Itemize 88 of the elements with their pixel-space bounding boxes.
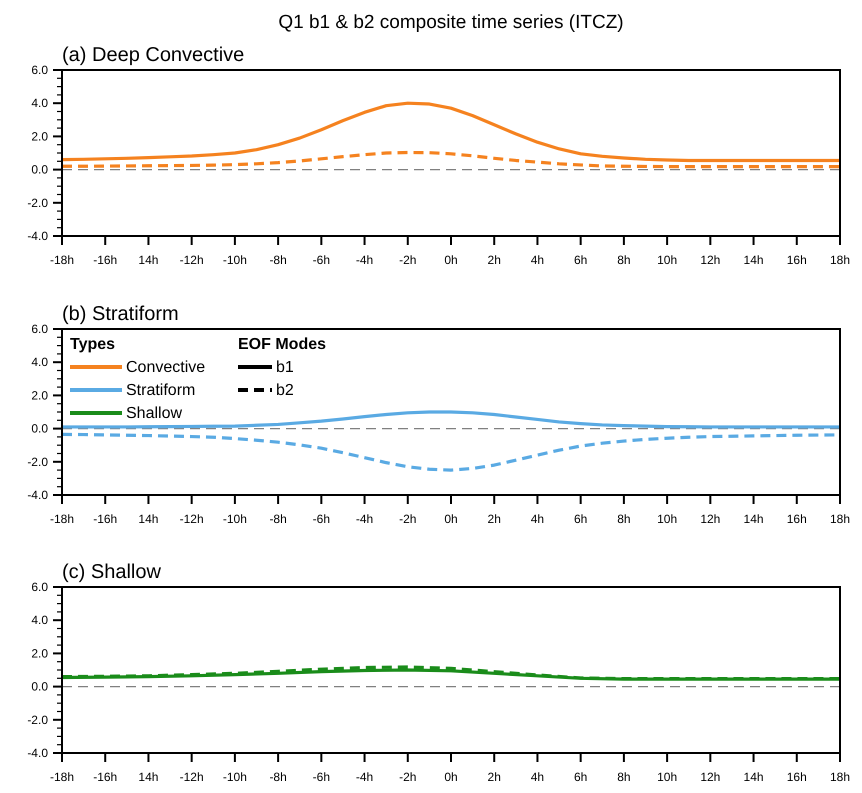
x-tick-label: 18h: [830, 253, 850, 267]
x-tick-label: 16h: [786, 512, 807, 526]
y-tick-label: -4.0: [27, 229, 48, 243]
y-tick-label: -4.0: [27, 488, 48, 502]
chart-subtitle: (a) Deep Convective: [62, 44, 244, 66]
x-tick-label: -6h: [312, 253, 330, 267]
annotation: Shallow: [126, 405, 182, 422]
x-tick-label: 8h: [617, 770, 631, 784]
y-tick-label: -2.0: [27, 196, 48, 210]
x-tick-label: -8h: [269, 512, 287, 526]
x-tick-label: 12h: [700, 512, 720, 526]
x-tick-label: 14h: [744, 512, 764, 526]
x-tick-label: 0h: [444, 512, 458, 526]
x-tick-label: 14h: [138, 253, 158, 267]
x-tick-label: -6h: [312, 512, 330, 526]
annotation: Types: [70, 336, 116, 353]
x-tick-label: 2h: [488, 512, 501, 526]
x-tick-label: -4h: [356, 770, 374, 784]
line-series: [60, 102, 842, 162]
x-tick-label: 4h: [530, 512, 544, 526]
annotation: b1: [276, 359, 294, 376]
x-tick-label: 8h: [617, 253, 631, 267]
x-tick-label: 10h: [657, 253, 678, 267]
x-tick-label: 2h: [488, 253, 501, 267]
y-tick-label: 2.0: [31, 646, 48, 660]
x-tick-label: -18h: [50, 512, 74, 526]
x-tick-label: 12h: [700, 770, 720, 784]
y-tick-label: 6.0: [31, 63, 48, 77]
y-tick-label: 0.0: [31, 422, 48, 436]
x-tick-label: -4h: [356, 253, 374, 267]
x-tick-label: 8h: [617, 512, 631, 526]
x-tick-label: -10h: [222, 770, 247, 784]
annotation: Convective: [126, 359, 206, 376]
y-tick-label: 6.0: [31, 322, 48, 336]
x-tick-label: 4h: [530, 253, 544, 267]
x-tick-label: -16h: [93, 512, 118, 526]
x-tick-label: 14h: [138, 512, 158, 526]
x-tick-label: 16h: [786, 770, 807, 784]
line-series: [60, 150, 842, 168]
chart-title: (b) Stratiform: [62, 303, 179, 325]
x-tick-label: 16h: [786, 253, 807, 267]
y-tick-label: 2.0: [31, 388, 48, 402]
x-tick-label: 6h: [574, 253, 588, 267]
annotation: Stratiform: [126, 382, 196, 399]
x-tick-label: -10h: [222, 512, 247, 526]
x-tick-label: -2h: [399, 770, 416, 784]
x-tick-label: 2h: [488, 770, 501, 784]
y-tick-label: 4.0: [31, 613, 48, 628]
x-tick-label: -16h: [93, 253, 118, 267]
x-tick-label: 18h: [830, 770, 850, 784]
y-tick-label: 4.0: [31, 355, 48, 370]
x-tick-label: -12h: [180, 512, 204, 526]
x-tick-label: -2h: [399, 512, 416, 526]
x-tick-label: 12h: [700, 253, 720, 267]
x-tick-label: -4h: [356, 512, 374, 526]
annotation: EOF Modes: [238, 336, 326, 353]
y-tick-label: -2.0: [27, 712, 48, 727]
x-tick-label: -8h: [269, 770, 287, 784]
y-tick-label: 6.0: [31, 580, 48, 594]
x-tick-label: -6h: [312, 770, 330, 784]
x-tick-label: 14h: [744, 770, 764, 784]
x-tick-label: 14h: [138, 770, 158, 784]
x-tick-label: -10h: [222, 253, 247, 267]
y-tick-label: 2.0: [31, 129, 48, 144]
y-tick-label: 0.0: [31, 680, 48, 694]
x-tick-label: -18h: [50, 770, 74, 784]
x-tick-label: -8h: [269, 253, 287, 267]
chart-title: Q1 b1 & b2 composite time series (ITCZ): [278, 12, 624, 33]
x-tick-label: -2h: [399, 253, 416, 267]
y-tick-label: 4.0: [31, 96, 48, 110]
x-tick-label: 10h: [657, 512, 678, 526]
x-tick-label: 14h: [744, 253, 764, 267]
annotation: b2: [276, 382, 294, 399]
x-tick-label: 10h: [657, 770, 678, 784]
x-tick-label: -12h: [180, 770, 204, 784]
x-tick-label: 6h: [574, 770, 588, 784]
x-tick-label: -12h: [180, 253, 204, 267]
y-tick-label: -2.0: [27, 454, 48, 469]
x-tick-label: 0h: [444, 253, 458, 267]
chart-title: (c) Shallow: [62, 561, 162, 583]
y-tick-label: -4.0: [27, 746, 48, 760]
y-tick-label: 0.0: [31, 162, 48, 177]
x-tick-label: 18h: [830, 512, 850, 526]
x-tick-label: 0h: [444, 770, 458, 784]
x-tick-label: -18h: [50, 253, 74, 267]
x-tick-label: 6h: [574, 512, 588, 526]
x-tick-label: -16h: [93, 770, 118, 784]
x-tick-label: 4h: [530, 770, 544, 784]
